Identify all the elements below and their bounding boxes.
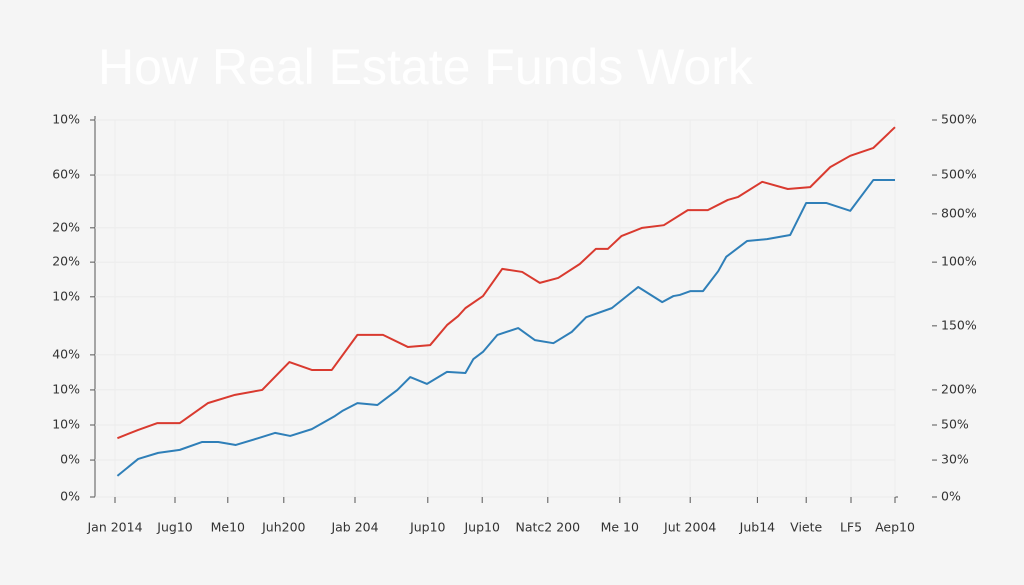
y2-tick-label: 150% <box>941 317 977 332</box>
x-tick-label: Jub14 <box>739 520 775 535</box>
y-tick-label: 0% <box>60 489 80 504</box>
x-tick-label: Jup10 <box>463 520 499 535</box>
x-tick-label: Jut 2004 <box>663 520 716 535</box>
x-tick-label: Viete <box>790 520 822 535</box>
line-series <box>116 178 895 477</box>
line-series <box>117 126 896 440</box>
x-tick-label: Juh200 <box>261 520 305 535</box>
y-tick-label: 10% <box>52 416 80 431</box>
x-tick-label: Jug10 <box>156 520 192 535</box>
x-tick-label: Jan 2014 <box>86 520 142 535</box>
x-tick-label: Me 10 <box>601 520 639 535</box>
y-tick-label: 10% <box>52 381 80 396</box>
x-tick-label: LF5 <box>840 520 862 535</box>
y2-tick-label: 50% <box>941 416 969 431</box>
x-tick-label: Aep10 <box>875 520 915 535</box>
x-tick-label: Jab 204 <box>330 520 378 535</box>
y2-tick-label: 100% <box>941 254 977 269</box>
x-tick-label: Jup10 <box>409 520 445 535</box>
y-tick-label: 0% <box>60 452 80 467</box>
x-tick-label: Me10 <box>211 520 245 535</box>
y2-tick-label: 30% <box>941 452 969 467</box>
y-tick-label: 40% <box>52 346 80 361</box>
y-tick-label: 10% <box>52 288 80 303</box>
y-tick-label: 60% <box>52 167 80 182</box>
y-tick-label: 20% <box>52 254 80 269</box>
y2-tick-label: 500% <box>941 167 977 182</box>
y2-tick-label: 500% <box>941 112 977 127</box>
y2-tick-label: 800% <box>941 205 977 220</box>
y-tick-label: 20% <box>52 219 80 234</box>
y2-tick-label: 0% <box>941 489 961 504</box>
y2-tick-label: 200% <box>941 381 977 396</box>
x-tick-label: Natc2 200 <box>516 520 581 535</box>
y-tick-label: 10% <box>52 112 80 127</box>
chart-title: How Real Estate Funds Work <box>98 39 754 95</box>
